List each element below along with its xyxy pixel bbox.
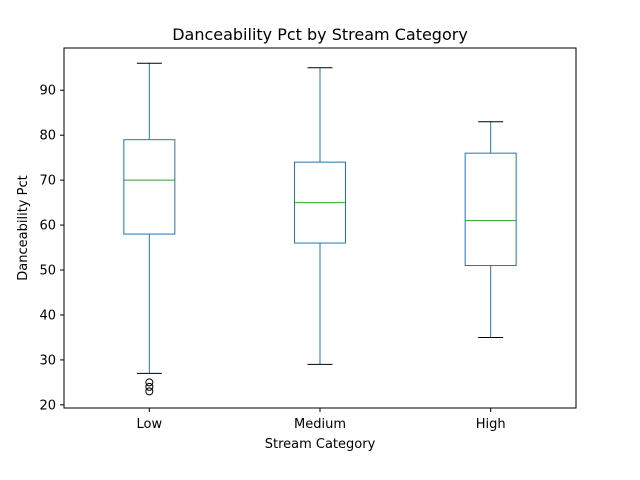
box-iqr	[123, 139, 176, 235]
chart-title: Danceability Pct by Stream Category	[172, 25, 468, 44]
x-tick-label: Medium	[294, 417, 346, 432]
box-iqr	[464, 152, 517, 267]
box-medium	[294, 67, 346, 365]
y-tick-label: 80	[39, 129, 56, 144]
x-axis-label: Stream Category	[265, 437, 376, 452]
outlier-point	[145, 378, 154, 387]
y-tick-label: 40	[39, 308, 56, 323]
y-tick-label: 70	[39, 174, 56, 189]
y-axis-ticks: 20 30 40 50 60 70 80 90	[39, 84, 64, 413]
y-tick-label: 90	[39, 84, 56, 99]
box-high	[464, 121, 517, 338]
box-series	[123, 62, 517, 396]
x-axis-ticks: Low Medium High	[137, 408, 506, 432]
x-tick-label: Low	[137, 417, 163, 432]
y-tick-label: 50	[39, 264, 56, 279]
x-tick-label: High	[476, 417, 506, 432]
y-tick-label: 60	[39, 219, 56, 234]
outlier-point	[145, 382, 154, 391]
box-low	[123, 62, 176, 396]
outlier-point	[145, 387, 154, 396]
y-tick-label: 20	[39, 398, 56, 413]
y-tick-label: 30	[39, 353, 56, 368]
y-axis-label: Danceability Pct	[16, 175, 31, 280]
